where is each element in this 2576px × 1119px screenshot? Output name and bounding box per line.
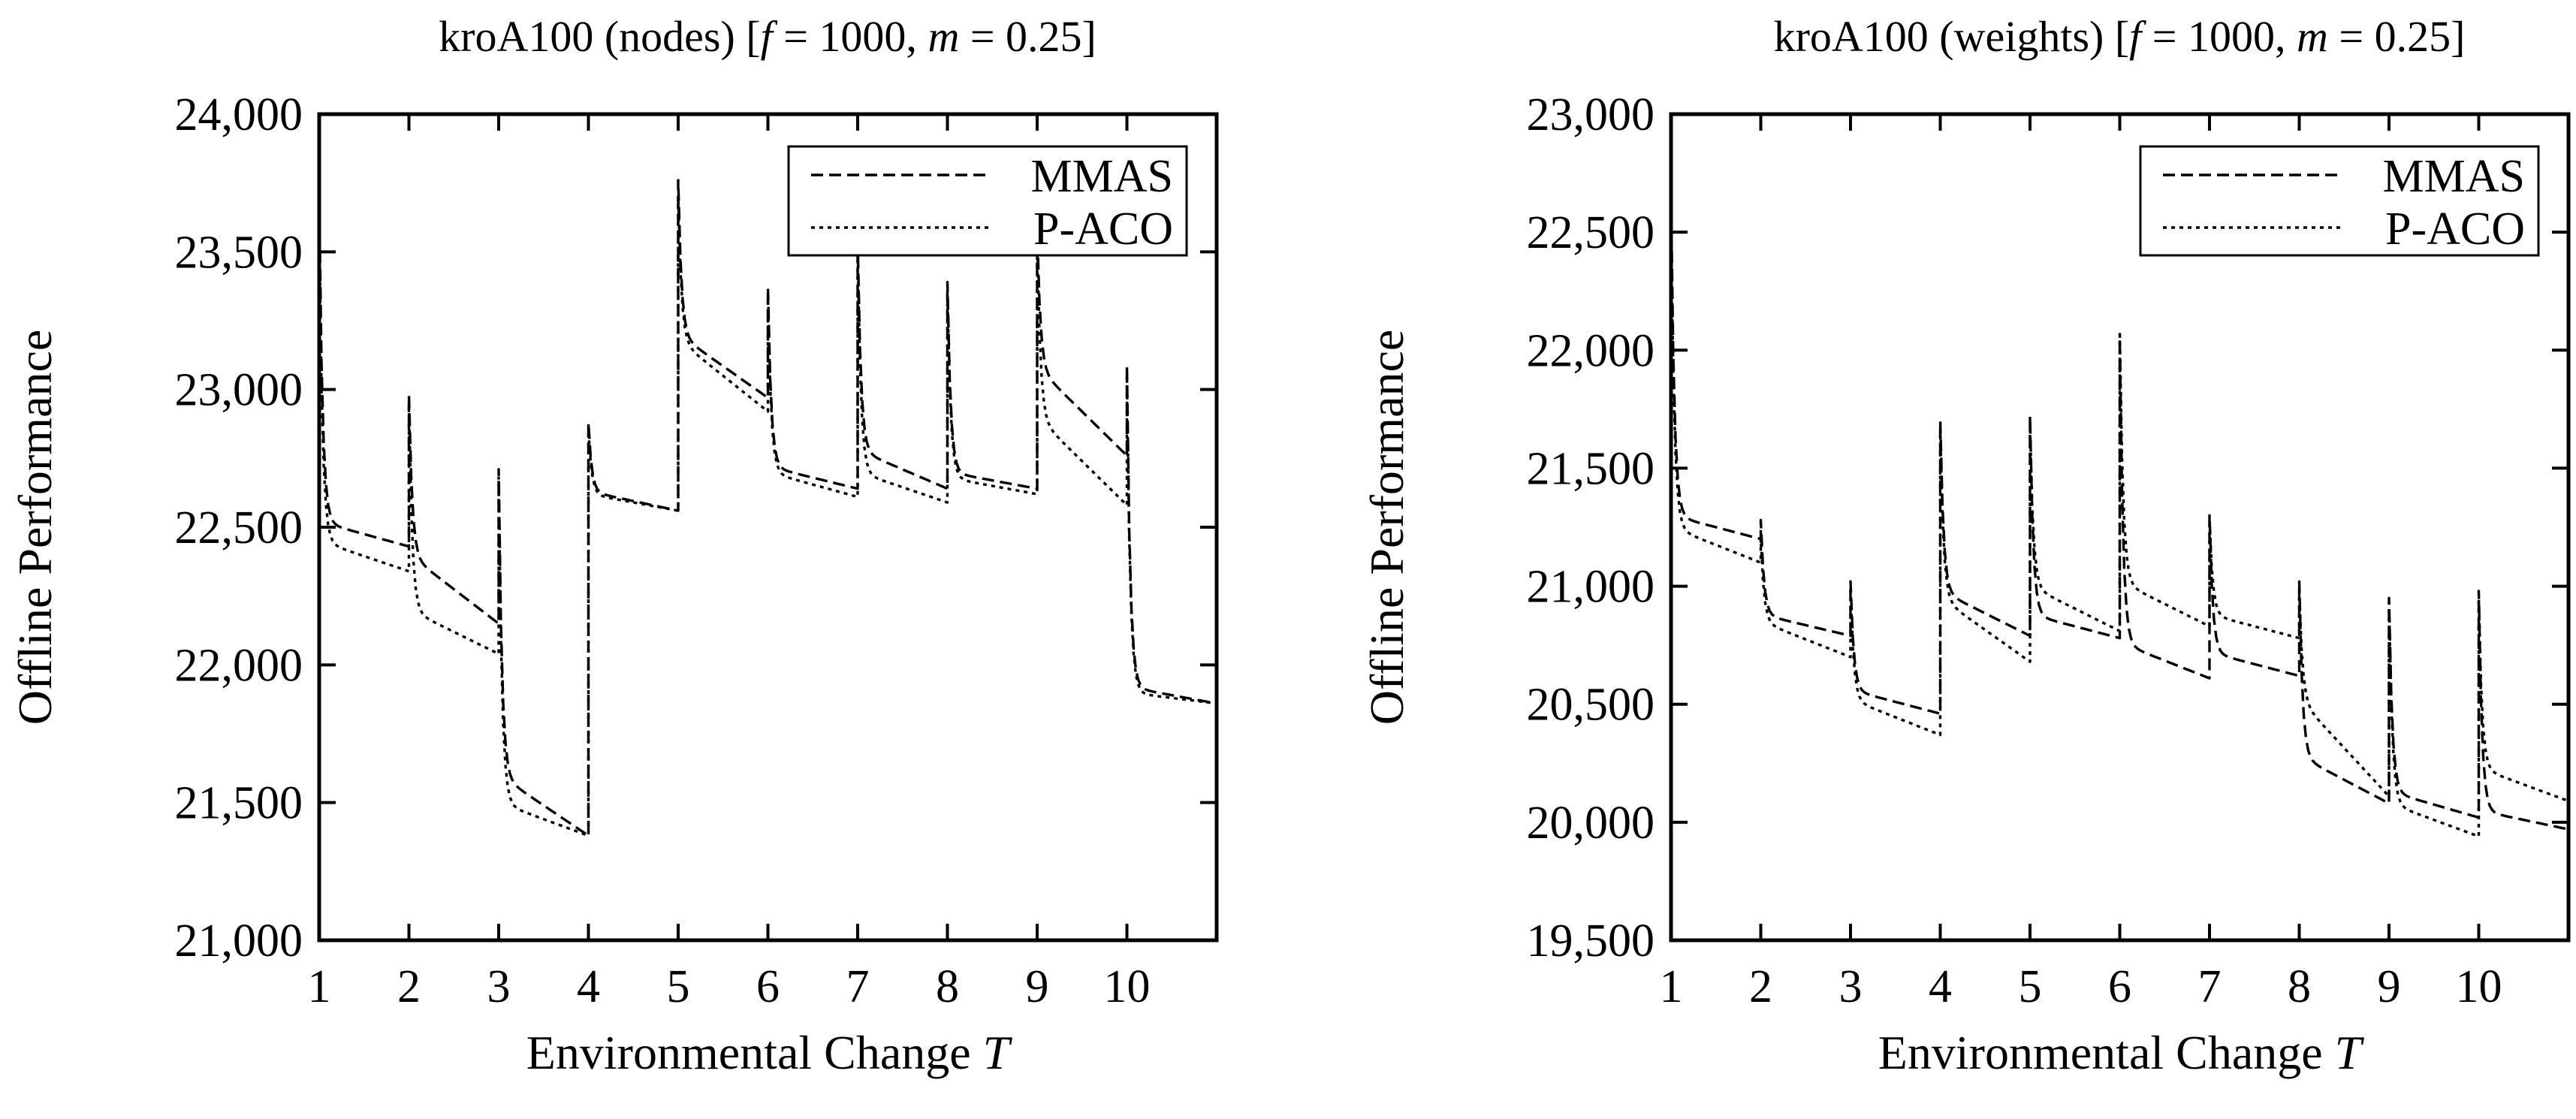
x-tick-label: 3 (487, 961, 511, 1012)
x-tick-label: 8 (2288, 961, 2311, 1012)
y-tick-label: 23,000 (1527, 89, 1655, 140)
x-tick-label: 4 (577, 961, 600, 1012)
x-tick-label: 9 (2378, 961, 2401, 1012)
x-tick-label: 3 (1839, 961, 1863, 1012)
y-tick-label: 23,000 (175, 365, 303, 416)
y-tick-label: 21,000 (1527, 562, 1655, 613)
x-axis-label-text: Environmental Change (1878, 1026, 2323, 1079)
y-tick-label: 22,000 (175, 640, 303, 691)
chart-title: kroA100 (nodes) [f = 1000, m = 0.25] (439, 12, 1096, 61)
x-tick-label: 2 (397, 961, 421, 1012)
y-tick-label: 20,000 (1527, 798, 1655, 849)
x-tick-label: 7 (2198, 961, 2222, 1012)
legend-label: P-ACO (1033, 204, 1173, 255)
x-tick-label: 2 (1749, 961, 1772, 1012)
x-tick-label: 6 (756, 961, 780, 1012)
x-tick-label: 10 (2456, 961, 2502, 1012)
y-tick-label: 24,000 (175, 89, 303, 140)
y-tick-label: 21,500 (175, 778, 303, 829)
x-tick-label: 6 (2108, 961, 2131, 1012)
series-line-paco (1671, 220, 2568, 838)
title-part: = 0.25] (2328, 12, 2466, 61)
y-axis-label: Offline Performance (8, 330, 62, 725)
title-part: m (2297, 12, 2328, 61)
x-tick-label: 8 (936, 961, 959, 1012)
y-tick-label: 22,500 (175, 502, 303, 553)
x-tick-label: 4 (1929, 961, 1952, 1012)
x-tick-label: 9 (1026, 961, 1049, 1012)
title-part: kroA100 (nodes) [ (439, 12, 760, 61)
title-part: = 0.25] (959, 12, 1096, 61)
title-part: m (928, 12, 959, 61)
title-part: = 1000, (773, 12, 928, 61)
y-tick-label: 19,500 (1527, 915, 1655, 967)
series-line-mmas (319, 179, 1217, 837)
x-tick-label: 1 (308, 961, 331, 1012)
x-tick-label: 5 (2019, 961, 2042, 1012)
legend-label: MMAS (2382, 151, 2525, 202)
legend-label: P-ACO (2385, 204, 2525, 255)
chart-title: kroA100 (weights) [f = 1000, m = 0.25] (1774, 12, 2466, 61)
x-tick-label: 1 (1660, 961, 1683, 1012)
x-axis-label-var: T (983, 1026, 1013, 1079)
x-axis-label-text: Environmental Change (526, 1026, 971, 1079)
legend-label: MMAS (1030, 151, 1173, 202)
title-part: = 1000, (2141, 12, 2297, 61)
y-axis-label: Offline Performance (1360, 330, 1413, 725)
chart-panel-1: kroA100 (nodes) [f = 1000, m = 0.25] 21,0… (8, 12, 1219, 1079)
y-tick-label: 21,000 (175, 915, 303, 967)
x-axis-label: Environmental Change T (526, 1026, 1013, 1079)
y-tick-label: 20,500 (1527, 680, 1655, 731)
x-tick-label: 5 (667, 961, 690, 1012)
y-tick-label: 23,500 (175, 227, 303, 278)
legend-box (787, 145, 1188, 257)
series-line-mmas (1671, 196, 2568, 831)
x-tick-label: 10 (1104, 961, 1151, 1012)
y-tick-label: 21,500 (1527, 443, 1655, 494)
y-tick-label: 22,500 (1527, 207, 1655, 258)
x-axis-label: Environmental Change T (1878, 1026, 2365, 1079)
y-tick-label: 22,000 (1527, 325, 1655, 376)
x-tick-label: 7 (846, 961, 870, 1012)
legend-box (2139, 145, 2540, 257)
chart-panel-2: kroA100 (weights) [f = 1000, m = 0.25]19… (1360, 12, 2571, 1079)
series-line-paco (319, 195, 1217, 837)
x-axis-label-var: T (2335, 1026, 2365, 1079)
title-part: kroA100 (weights) [ (1774, 12, 2130, 61)
